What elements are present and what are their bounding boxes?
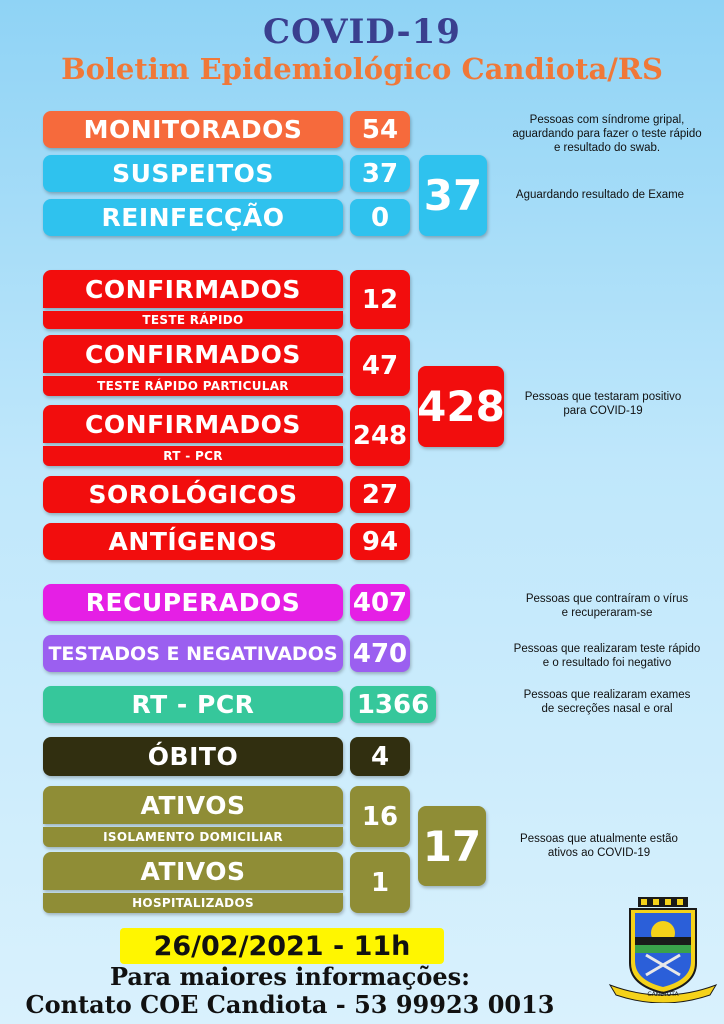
ativos-domiciliar-sub: ISOLAMENTO DOMICILIAR <box>43 827 343 847</box>
sorologicos-label: SOROLÓGICOS <box>43 476 343 513</box>
confirmados-rtpcr-sub: RT - PCR <box>43 446 343 466</box>
ativos-hospitalizados-value: 1 <box>350 852 410 913</box>
ativos-total: 17 <box>418 806 486 886</box>
suspeitos-total-note: Aguardando resultado de Exame <box>515 189 685 201</box>
ativos-hospitalizados-label: ATIVOS <box>43 852 343 890</box>
ativos-total-note: Pessoas que atualmente estão ativos ao C… <box>520 833 678 859</box>
bulletin-date: 26/02/2021 - 11h <box>120 928 444 964</box>
confirmados-total: 428 <box>418 366 504 447</box>
ativos-hospitalizados-sub: HOSPITALIZADOS <box>43 893 343 913</box>
confirmados-rtpcr-label: CONFIRMADOS <box>43 405 343 443</box>
testados-negativados-label: TESTADOS E NEGATIVADOS <box>43 635 343 672</box>
rt-pcr-note: Pessoas que realizaram exames de secreçõ… <box>523 689 691 715</box>
page-subtitle: Boletim Epidemiológico Candiota/RS <box>61 52 663 86</box>
confirmados-total-note: Pessoas que testaram positivo para COVID… <box>524 391 682 417</box>
rt-pcr-value: 1366 <box>350 686 436 723</box>
monitorados-label: MONITORADOS <box>43 111 343 148</box>
contact-phone: Contato COE Candiota - 53 99923 0013 <box>25 990 555 1019</box>
rt-pcr-label: RT - PCR <box>43 686 343 723</box>
monitorados-value: 54 <box>350 111 410 148</box>
page-title: COVID-19 <box>263 12 461 52</box>
reinfeccao-value: 0 <box>350 199 410 236</box>
crest-ribbon-text: CANDIOTA <box>647 991 679 998</box>
recuperados-note: Pessoas que contraíram o vírus e recuper… <box>525 593 689 619</box>
confirmados-teste-rapido-label: CONFIRMADOS <box>43 270 343 308</box>
testados-negativados-note: Pessoas que realizaram teste rápido e o … <box>513 643 701 669</box>
confirmados-particular-value: 47 <box>350 335 410 396</box>
reinfeccao-label: REINFECÇÃO <box>43 199 343 236</box>
obito-label: ÓBITO <box>43 737 343 776</box>
confirmados-rtpcr-value: 248 <box>350 405 410 466</box>
confirmados-particular-sub: TESTE RÁPIDO PARTICULAR <box>43 376 343 396</box>
suspeitos-value: 37 <box>350 155 410 192</box>
testados-negativados-value: 470 <box>350 635 410 672</box>
obito-value: 4 <box>350 737 410 776</box>
sorologicos-value: 27 <box>350 476 410 513</box>
antigenos-value: 94 <box>350 523 410 560</box>
ativos-domiciliar-label: ATIVOS <box>43 786 343 824</box>
confirmados-teste-rapido-value: 12 <box>350 270 410 329</box>
monitorados-note: Pessoas com síndrome gripal, aguardando … <box>512 114 702 154</box>
contact-heading: Para maiores informações: <box>109 962 471 991</box>
confirmados-teste-rapido-sub: TESTE RÁPIDO <box>43 311 343 329</box>
recuperados-value: 407 <box>350 584 410 621</box>
confirmados-particular-label: CONFIRMADOS <box>43 335 343 373</box>
suspeitos-label: SUSPEITOS <box>43 155 343 192</box>
antigenos-label: ANTÍGENOS <box>43 523 343 560</box>
suspeitos-total: 37 <box>419 155 487 236</box>
municipal-coat-of-arms-icon: CANDIOTA <box>608 897 718 1003</box>
recuperados-label: RECUPERADOS <box>43 584 343 621</box>
ativos-domiciliar-value: 16 <box>350 786 410 847</box>
